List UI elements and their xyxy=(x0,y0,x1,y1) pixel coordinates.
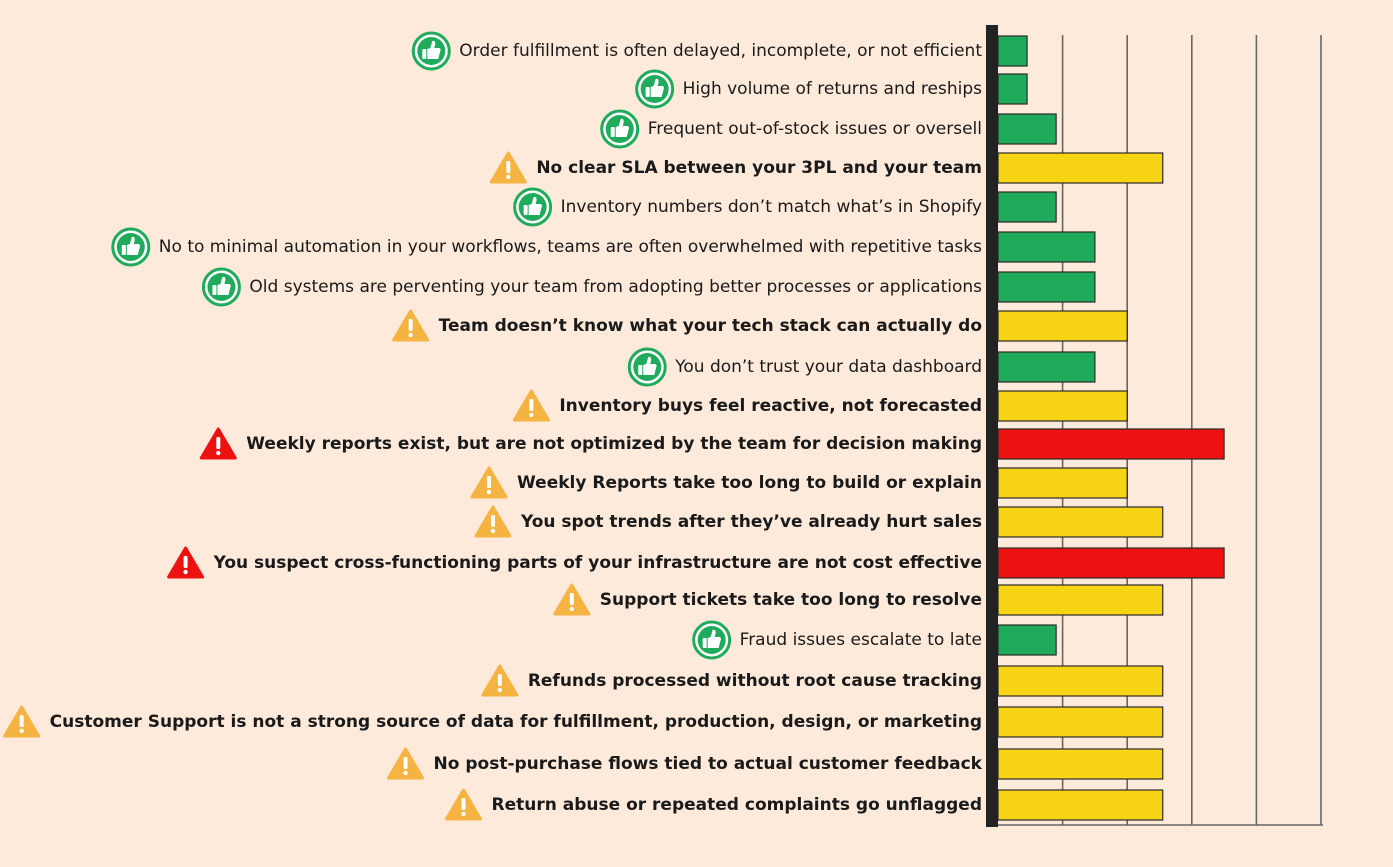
row-label: You spot trends after they’ve already hu… xyxy=(520,512,982,532)
bar xyxy=(997,624,1057,656)
thumbs-up-icon xyxy=(201,267,241,307)
warning-icon xyxy=(512,389,550,422)
row-label: Inventory buys feel reactive, not foreca… xyxy=(559,396,982,416)
bar xyxy=(997,547,1225,579)
row-label: Weekly Reports take too long to build or… xyxy=(517,473,982,493)
warning-icon xyxy=(474,505,512,538)
warning-icon xyxy=(470,466,508,499)
row-label: Inventory numbers don’t match what’s in … xyxy=(560,197,982,217)
bar xyxy=(997,35,1028,67)
alert-icon xyxy=(199,427,237,460)
bar xyxy=(997,584,1164,616)
warning-icon xyxy=(553,583,591,616)
thumbs-up-icon xyxy=(692,620,732,660)
bar xyxy=(997,191,1057,223)
warning-icon xyxy=(392,309,430,342)
row-label: Weekly reports exist, but are not optimi… xyxy=(246,434,982,454)
row-label: Old systems are perventing your team fro… xyxy=(249,277,982,297)
row-label: You don’t trust your data dashboard xyxy=(675,357,982,377)
bar xyxy=(997,506,1164,538)
warning-icon xyxy=(445,788,483,821)
bar xyxy=(997,351,1096,383)
bar xyxy=(997,706,1164,738)
row-label: Frequent out-of-stock issues or oversell xyxy=(647,119,982,139)
row-label: Refunds processed without root cause tra… xyxy=(527,671,982,691)
warning-icon xyxy=(387,747,425,780)
row-label: Fraud issues escalate to late xyxy=(739,630,982,650)
row-label: Team doesn’t know what your tech stack c… xyxy=(438,316,982,336)
row-label: Customer Support is not a strong source … xyxy=(49,712,982,732)
warning-icon xyxy=(489,151,527,184)
bar xyxy=(997,152,1164,184)
bar xyxy=(997,271,1096,303)
bar xyxy=(997,390,1128,422)
row-label: You suspect cross-functioning parts of y… xyxy=(213,553,982,573)
row-label: No clear SLA between your 3PL and your t… xyxy=(536,158,982,178)
row-label: High volume of returns and reships xyxy=(682,79,982,99)
thumbs-up-icon xyxy=(627,347,667,387)
y-axis xyxy=(986,25,998,827)
alert-icon xyxy=(167,546,205,579)
bar xyxy=(997,310,1128,342)
row-label: Order fulfillment is often delayed, inco… xyxy=(459,41,982,61)
bar xyxy=(997,748,1164,780)
bar xyxy=(997,73,1028,105)
bar xyxy=(997,789,1164,821)
thumbs-up-icon xyxy=(600,109,640,149)
bar xyxy=(997,428,1225,460)
bar xyxy=(997,665,1164,697)
thumbs-up-icon xyxy=(111,227,151,267)
bar xyxy=(997,467,1128,499)
warning-icon xyxy=(3,705,41,738)
row-label: Return abuse or repeated complaints go u… xyxy=(491,795,983,815)
warning-icon xyxy=(481,664,519,697)
bar xyxy=(997,231,1096,263)
thumbs-up-icon xyxy=(513,187,553,227)
row-label: Support tickets take too long to resolve xyxy=(599,590,982,610)
thumbs-up-icon xyxy=(635,69,675,109)
row-label: No post-purchase flows tied to actual cu… xyxy=(433,754,982,774)
thumbs-up-icon xyxy=(411,31,451,71)
bar xyxy=(997,113,1057,145)
row-label: No to minimal automation in your workflo… xyxy=(158,237,982,257)
